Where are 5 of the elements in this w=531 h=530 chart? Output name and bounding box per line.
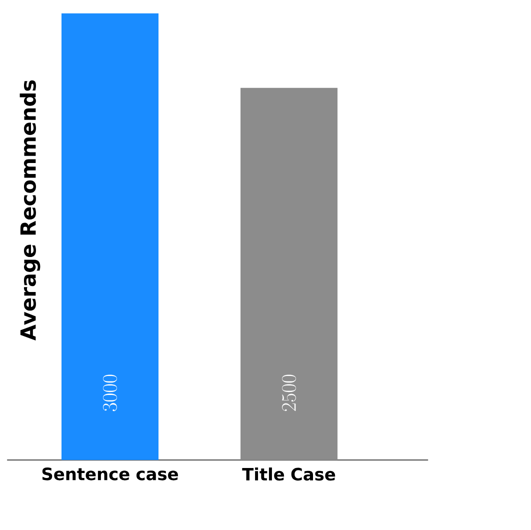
data-label: 2500 — [282, 374, 296, 411]
data-label: 3000 — [103, 374, 117, 412]
y-axis-title: Average Recommends — [20, 80, 40, 341]
x-tick-label: Sentence case — [42, 468, 178, 480]
x-tick-label: Title Case — [242, 468, 336, 481]
